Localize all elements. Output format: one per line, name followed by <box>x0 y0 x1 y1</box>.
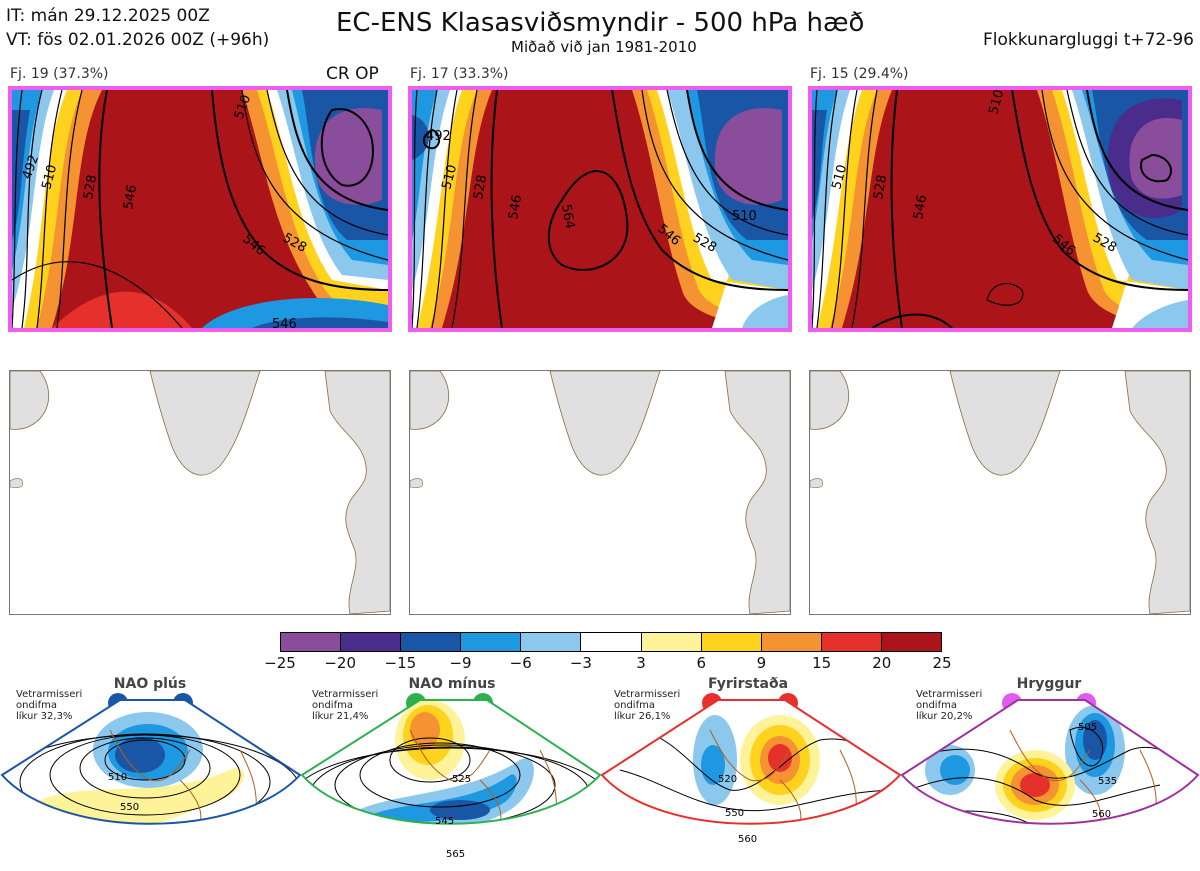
colorbar-tick-label: 6 <box>696 654 707 672</box>
regime-info-2: Vetrarmisseri ondifma líkur 21,4% <box>312 689 379 722</box>
contour-label: 550 <box>120 802 139 813</box>
contour-label: 510 <box>439 163 460 191</box>
colorbar-segment <box>881 633 942 651</box>
regime-title-blocking: Fyrirstaða <box>707 676 789 692</box>
cluster-map-1: 492 510 528 546 546 528 510 546 <box>8 86 392 332</box>
contour-label: 510 <box>732 209 757 224</box>
contour-label: 560 <box>738 834 757 845</box>
colorbar-tick-label: 9 <box>756 654 767 672</box>
colorbar-tick-label: −3 <box>569 654 592 672</box>
contour-label: 560 <box>1092 809 1111 820</box>
empty-map-3 <box>809 370 1191 615</box>
regime-title-nao-plus: NAO plús <box>113 676 187 692</box>
page-title: EC-ENS Klasasviðsmyndir - 500 hPa hæð <box>336 8 865 38</box>
contour-label: 510 <box>108 772 127 783</box>
colorbar-tick-label: −15 <box>384 654 417 672</box>
contour-label: 528 <box>871 174 890 201</box>
contour-label: 525 <box>452 774 471 785</box>
regime-info-1: Vetrarmisseri ondifma líkur 32,3% <box>16 689 83 722</box>
colorbar-tick-label: 15 <box>812 654 832 672</box>
panel-1-tag: CR OP <box>326 64 379 84</box>
valid-time: VT: fös 02.01.2026 00Z (+96h) <box>6 30 270 50</box>
panel-3-label: Fj. 15 (29.4%) <box>810 66 909 82</box>
regime-title-nao-minus: NAO mínus <box>408 676 496 692</box>
contour-label: 528 <box>81 174 100 201</box>
panel-1-label: Fj. 19 (37.3%) <box>10 66 109 82</box>
regime-title-ridge: Hryggur <box>1016 676 1082 692</box>
contour-label: 535 <box>1098 776 1117 787</box>
colorbar-segment <box>821 633 882 651</box>
contour-label: 546 <box>506 194 525 221</box>
contour-label: 510 <box>39 163 60 191</box>
regime-info-3: Vetrarmisseri ondifma líkur 26,1% <box>614 689 681 722</box>
contour-label: 546 <box>272 317 297 328</box>
contour-label: 505 <box>1078 722 1097 733</box>
contour-label: 492 <box>426 129 451 144</box>
colorbar-tick-label: −9 <box>449 654 472 672</box>
empty-map-1 <box>9 370 391 615</box>
page-subtitle: Miðað við jan 1981-2010 <box>511 38 697 56</box>
empty-map-2 <box>409 370 791 615</box>
colorbar-segment <box>641 633 702 651</box>
contour-label: 528 <box>471 174 490 201</box>
classification-window: Flokkunargluggi t+72-96 <box>982 30 1194 50</box>
cluster-map-2: 492 510 528 546 564 546 528 510 <box>408 86 792 332</box>
cluster-map-3: 510 528 546 546 528 510 <box>808 86 1192 332</box>
contour-label: 550 <box>725 808 744 819</box>
colorbar-tick-label: −25 <box>264 654 296 672</box>
contour-label: 520 <box>718 774 737 785</box>
contour-label: 546 <box>911 194 930 221</box>
contour-label: 510 <box>829 163 850 191</box>
regime-info-4: Vetrarmisseri ondifma líkur 20,2% <box>916 689 983 722</box>
colorbar-tick-label: 20 <box>872 654 892 672</box>
colorbar-tick-label: −20 <box>324 654 356 672</box>
colorbar-segment <box>701 633 762 651</box>
colorbar <box>280 632 942 652</box>
colorbar-segment <box>461 633 522 651</box>
colorbar-segment <box>281 633 342 651</box>
contour-label: 565 <box>446 849 465 860</box>
issue-time: IT: mán 29.12.2025 00Z <box>6 6 210 26</box>
colorbar-segment <box>581 633 642 651</box>
regime-maps: 510 550 525 545 565 <box>0 699 1200 860</box>
colorbar-segment <box>761 633 822 651</box>
contour-label: 510 <box>986 90 1007 116</box>
contour-label: 564 <box>558 203 577 230</box>
colorbar-tick-label: 3 <box>636 654 646 672</box>
colorbar-ticks: −25 −20 −15 −9 −6 −3 3 6 9 15 20 25 <box>264 654 951 674</box>
colorbar-tick-label: 25 <box>932 654 952 672</box>
panel-2-label: Fj. 17 (33.3%) <box>410 66 509 82</box>
colorbar-tick-label: −6 <box>509 654 532 672</box>
contour-label: 545 <box>435 816 454 827</box>
colorbar-segment <box>401 633 462 651</box>
colorbar-segment <box>521 633 582 651</box>
colorbar-segment <box>341 633 402 651</box>
contour-label: 546 <box>121 184 140 211</box>
